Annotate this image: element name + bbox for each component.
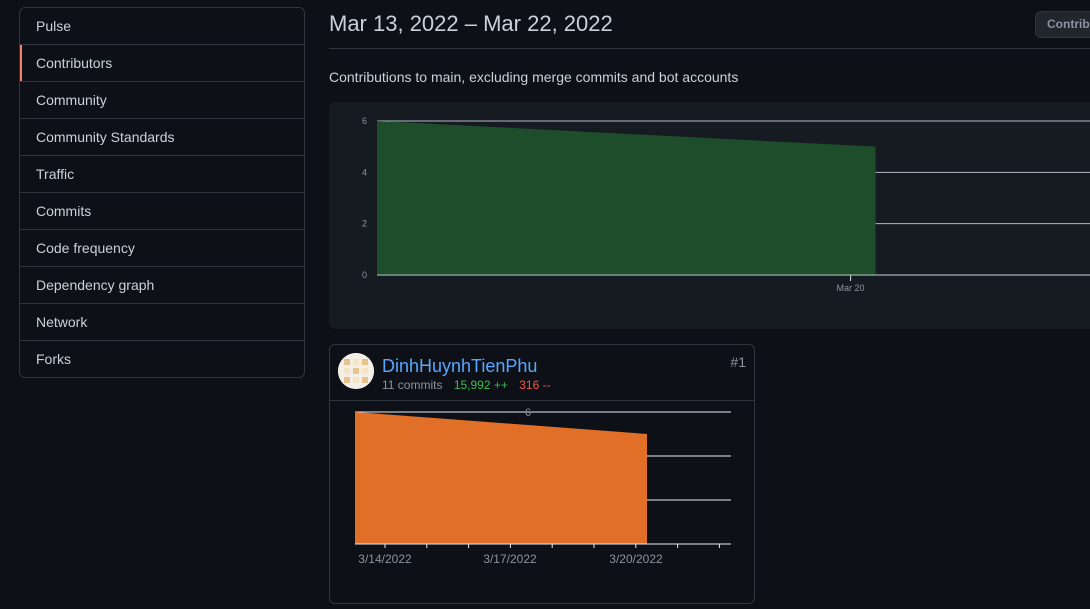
sidebar-item-forks[interactable]: Forks <box>36 351 71 367</box>
y-tick-label: 0 <box>362 270 367 280</box>
y-tick-label: 6 <box>362 116 367 126</box>
sidebar-item-community-standards[interactable]: Community Standards <box>20 119 304 156</box>
date-range-title: Mar 13, 2022 – Mar 22, 2022 <box>329 11 613 36</box>
sidebar-item-network[interactable]: Network <box>20 304 304 341</box>
main-contributions-chart: 0 2 4 6 Mar 20 <box>329 102 1090 329</box>
contributor-name-link[interactable]: DinhHuynhTienPhu <box>382 356 538 376</box>
y-tick-label: 4 <box>362 167 367 177</box>
contributor-card: DinhHuynhTienPhu 11 commits 15,992 ++ 31… <box>329 344 755 604</box>
contributions-select-button[interactable]: Contributions <box>1035 11 1090 38</box>
commit-count-link[interactable]: 11 commits <box>382 378 443 392</box>
y-tick-label: 2 <box>362 219 367 229</box>
contributor-chart-svg: 6 3/14/2022 3/17/2022 3/20/2022 <box>355 407 731 566</box>
insights-sidebar: Pulse Contributors Community Community Stan… <box>19 7 305 378</box>
deletions-count: 316 -- <box>519 378 551 392</box>
y-tick-label: 6 <box>525 407 531 419</box>
contributor-rank: #1 <box>730 354 746 370</box>
x-tick-label: 3/20/2022 <box>609 552 663 566</box>
main-chart-svg: 0 2 4 6 Mar 20 <box>362 116 1090 293</box>
contributions-subtitle: Contributions to main, excluding merge c… <box>329 69 739 85</box>
contributor-area <box>355 412 647 544</box>
sidebar-item-community[interactable]: Community <box>20 82 304 119</box>
contributor-card-header: DinhHuynhTienPhu 11 commits 15,992 ++ 31… <box>330 345 754 401</box>
additions-count: 15,992 ++ <box>453 378 508 392</box>
contributions-area <box>377 121 876 275</box>
x-tick-label: 3/17/2022 <box>483 552 537 566</box>
x-tick-label: 3/14/2022 <box>358 552 412 566</box>
sidebar-item-pulse[interactable]: Pulse <box>20 8 304 45</box>
sidebar-item-dependency-graph[interactable]: Dependency graph <box>20 267 304 304</box>
sidebar-item-commits[interactable]: Commits <box>20 193 304 230</box>
x-tick-label: Mar 20 <box>837 283 865 293</box>
identicon-avatar-icon[interactable] <box>338 353 374 389</box>
header-divider <box>329 48 1090 49</box>
sidebar-item-code-frequency[interactable]: Code frequency <box>20 230 304 267</box>
sidebar-item-traffic[interactable]: Traffic <box>20 156 304 193</box>
contributor-stats: 11 commits 15,992 ++ 316 -- <box>382 378 551 392</box>
sidebar-item-contributors[interactable]: Contributors <box>20 45 304 82</box>
